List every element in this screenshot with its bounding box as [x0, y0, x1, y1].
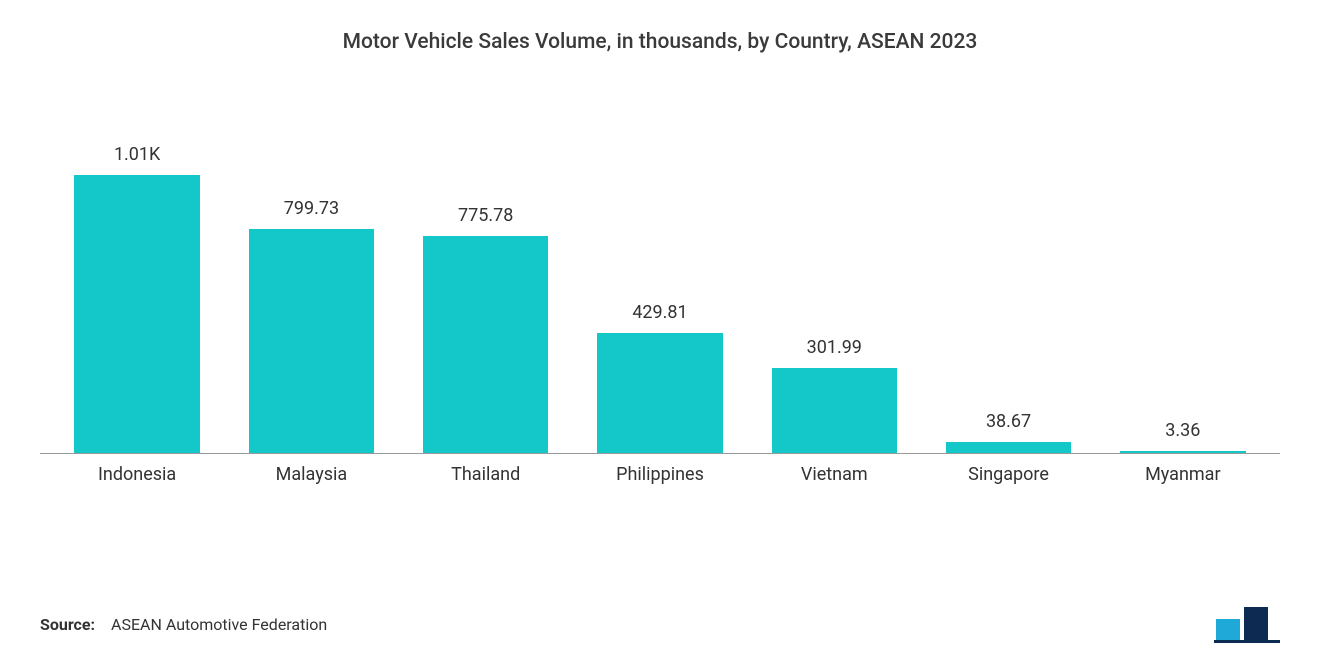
x-axis-label: Vietnam — [747, 464, 921, 485]
chart-title: Motor Vehicle Sales Volume, in thousands… — [40, 30, 1280, 54]
x-axis-label: Indonesia — [50, 464, 224, 485]
bar-value-label: 429.81 — [632, 302, 687, 323]
bar-group: 775.78 — [399, 144, 573, 453]
x-axis-label: Philippines — [573, 464, 747, 485]
bar-group: 429.81 — [573, 144, 747, 453]
bar — [772, 368, 897, 453]
bar-value-label: 799.73 — [284, 198, 339, 219]
x-axis-label: Myanmar — [1096, 464, 1270, 485]
source-text: Source: ASEAN Automotive Federation — [40, 615, 327, 634]
bar-group: 3.36 — [1096, 144, 1270, 453]
source-label: Source: — [40, 615, 95, 634]
bar-value-label: 1.01K — [114, 144, 160, 165]
x-axis-labels: IndonesiaMalaysiaThailandPhilippinesViet… — [40, 454, 1280, 485]
bar-group: 1.01K — [50, 144, 224, 453]
x-axis-label: Singapore — [921, 464, 1095, 485]
bar-group: 799.73 — [224, 144, 398, 453]
bar — [1120, 451, 1245, 453]
source-value: ASEAN Automotive Federation — [111, 615, 327, 634]
bar-value-label: 38.67 — [986, 411, 1031, 432]
bar — [74, 175, 199, 453]
brand-logo-icon — [1214, 605, 1280, 643]
bar — [597, 333, 722, 453]
source-row: Source: ASEAN Automotive Federation — [40, 605, 1280, 643]
bar-value-label: 301.99 — [807, 337, 862, 358]
bar-group: 38.67 — [921, 144, 1095, 453]
x-axis-label: Malaysia — [224, 464, 398, 485]
bar — [423, 236, 548, 453]
bar-value-label: 3.36 — [1165, 420, 1200, 441]
bar-value-label: 775.78 — [458, 205, 513, 226]
chart-container: Motor Vehicle Sales Volume, in thousands… — [0, 0, 1320, 665]
bar — [946, 442, 1071, 453]
bar — [249, 229, 374, 453]
plot-area: 1.01K 799.73 775.78 429.81 301.99 38.67 3.36 — [40, 144, 1280, 454]
bar-group: 301.99 — [747, 144, 921, 453]
x-axis-label: Thailand — [399, 464, 573, 485]
